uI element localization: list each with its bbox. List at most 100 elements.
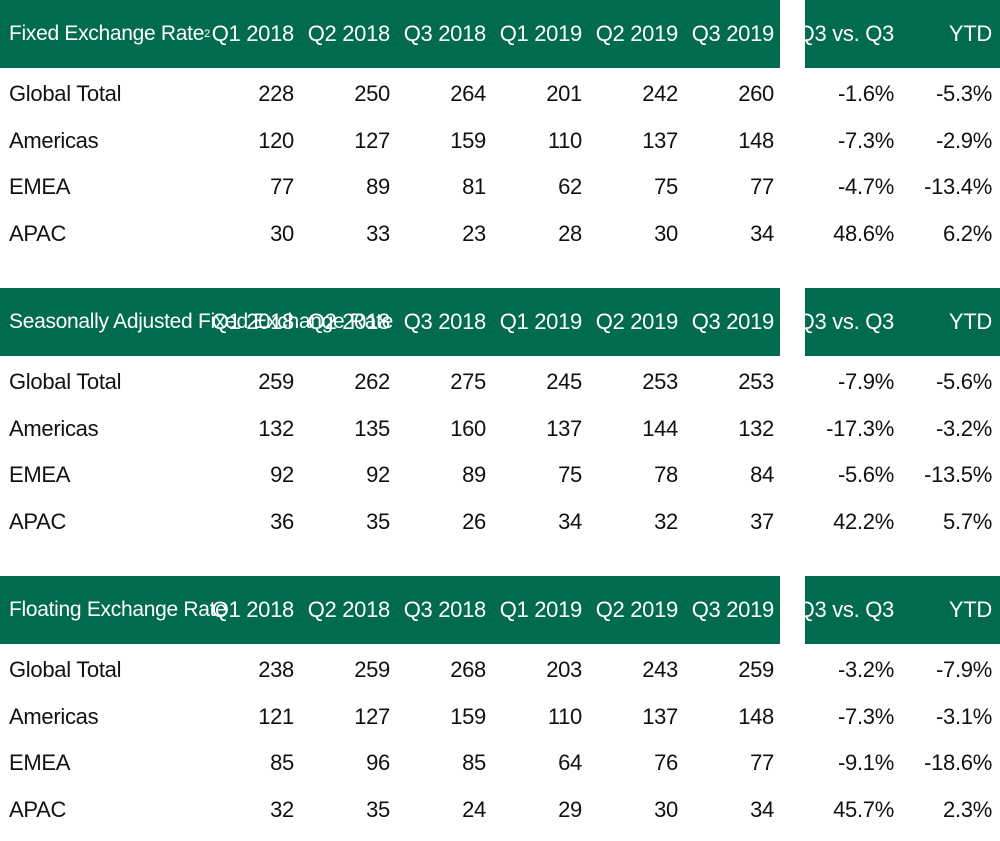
table-header-bar bbox=[0, 288, 780, 356]
row-label: APAC bbox=[9, 221, 67, 246]
table-cell: 159 bbox=[450, 704, 486, 729]
table-cell: 34 bbox=[750, 797, 774, 822]
table-cell: 250 bbox=[354, 81, 390, 106]
table-cell: 42.2% bbox=[833, 509, 894, 534]
table-section: Floating Exchange Rate Q1 2018 Q2 2018 Q3 2… bbox=[0, 576, 1000, 841]
table-cell: 159 bbox=[450, 128, 486, 153]
column-header: Q3 vs. Q3 bbox=[797, 597, 895, 622]
table-cell: -5.6% bbox=[838, 462, 894, 487]
table-cell: -3.1% bbox=[936, 704, 992, 729]
row-label: Americas bbox=[9, 704, 99, 729]
table-cell: -7.9% bbox=[838, 369, 894, 394]
table-section: Fixed Exchange Rate 2 Q1 2018 Q2 2018 Q3 201… bbox=[0, 0, 1000, 265]
table-cell: 45.7% bbox=[833, 797, 894, 822]
table-cell: 30 bbox=[654, 797, 678, 822]
column-header: Q3 2019 bbox=[691, 309, 775, 334]
column-header: Q3 vs. Q3 bbox=[797, 21, 895, 46]
table-cell: -7.3% bbox=[838, 704, 894, 729]
table-header-bar bbox=[0, 0, 780, 68]
table-cell: 264 bbox=[450, 81, 486, 106]
table-cell: 2.3% bbox=[943, 797, 992, 822]
table-header-bar bbox=[0, 576, 780, 644]
column-header: Q3 vs. Q3 bbox=[797, 309, 895, 334]
table-cell: -1.6% bbox=[838, 81, 894, 106]
table-cell: 89 bbox=[366, 174, 390, 199]
table-cell: 33 bbox=[366, 221, 390, 246]
table-row: Americas 132 135 160 137 144 132 -17.3% -3.2% bbox=[0, 405, 1000, 452]
table-cell: 35 bbox=[366, 509, 390, 534]
table-cell: 48.6% bbox=[833, 221, 894, 246]
table-cell: 132 bbox=[738, 416, 774, 441]
table-cell: -7.9% bbox=[936, 657, 992, 682]
table-title-text: Fixed Exchange Rate bbox=[9, 22, 205, 45]
table-cell: 34 bbox=[750, 221, 774, 246]
column-header: Q1 2019 bbox=[499, 597, 583, 622]
table-cell: 24 bbox=[462, 797, 486, 822]
table-row: Americas 120 127 159 110 137 148 -7.3% -2.9% bbox=[0, 117, 1000, 164]
table-title: Floating Exchange Rate bbox=[9, 576, 227, 644]
table-title: Fixed Exchange Rate 2 bbox=[9, 0, 210, 68]
row-label: Global Total bbox=[9, 657, 122, 682]
table-cell: 26 bbox=[462, 509, 486, 534]
row-label: Global Total bbox=[9, 369, 122, 394]
table-cell: 135 bbox=[354, 416, 390, 441]
table-cell: 238 bbox=[258, 657, 294, 682]
table-cell: 268 bbox=[450, 657, 486, 682]
table-row: APAC 30 33 23 28 30 34 48.6% 6.2% bbox=[0, 210, 1000, 257]
table-cell: 148 bbox=[738, 128, 774, 153]
table-row: Global Total 228 250 264 201 242 260 -1.6% -5.3% bbox=[0, 70, 1000, 117]
table-row: EMEA 85 96 85 64 76 77 -9.1% -18.6% bbox=[0, 739, 1000, 786]
footnote-marker: 2 bbox=[204, 28, 210, 40]
column-header: Q2 2019 bbox=[595, 21, 679, 46]
table-cell: -5.6% bbox=[936, 369, 992, 394]
column-header: Q2 2018 bbox=[307, 21, 391, 46]
table-cell: 259 bbox=[738, 657, 774, 682]
table-cell: 253 bbox=[738, 369, 774, 394]
table-cell: 260 bbox=[738, 81, 774, 106]
table-cell: 144 bbox=[642, 416, 678, 441]
table-cell: 30 bbox=[654, 221, 678, 246]
table-cell: 137 bbox=[642, 704, 678, 729]
table-header-bar-comparison bbox=[805, 576, 1000, 644]
table-cell: 243 bbox=[642, 657, 678, 682]
column-header: Q3 2019 bbox=[691, 21, 775, 46]
table-cell: -4.7% bbox=[838, 174, 894, 199]
table-cell: -2.9% bbox=[936, 128, 992, 153]
row-label: EMEA bbox=[9, 174, 71, 199]
column-header: Q2 2019 bbox=[595, 597, 679, 622]
column-header: YTD bbox=[948, 21, 992, 46]
table-cell: 121 bbox=[258, 704, 294, 729]
table-cell: 242 bbox=[642, 81, 678, 106]
table-row: EMEA 77 89 81 62 75 77 -4.7% -13.4% bbox=[0, 163, 1000, 210]
table-cell: -7.3% bbox=[838, 128, 894, 153]
table-row: Global Total 238 259 268 203 243 259 -3.2% -7.9% bbox=[0, 646, 1000, 693]
table-cell: 259 bbox=[354, 657, 390, 682]
table-cell: 62 bbox=[558, 174, 582, 199]
row-label: APAC bbox=[9, 797, 67, 822]
table-cell: 35 bbox=[366, 797, 390, 822]
table-cell: 75 bbox=[558, 462, 582, 487]
column-header: Q2 2019 bbox=[595, 309, 679, 334]
table-cell: -5.3% bbox=[936, 81, 992, 106]
table-cell: -18.6% bbox=[924, 750, 992, 775]
table-cell: 160 bbox=[450, 416, 486, 441]
table-cell: 96 bbox=[366, 750, 390, 775]
table-cell: 275 bbox=[450, 369, 486, 394]
table-cell: 245 bbox=[546, 369, 582, 394]
table-cell: 37 bbox=[750, 509, 774, 534]
table-cell: -3.2% bbox=[838, 657, 894, 682]
table-cell: 132 bbox=[258, 416, 294, 441]
table-cell: -13.4% bbox=[924, 174, 992, 199]
table-row: APAC 36 35 26 34 32 37 42.2% 5.7% bbox=[0, 498, 1000, 545]
row-label: EMEA bbox=[9, 462, 71, 487]
table-cell: 203 bbox=[546, 657, 582, 682]
table-cell: 148 bbox=[738, 704, 774, 729]
column-header: Q3 2018 bbox=[403, 21, 487, 46]
row-label: APAC bbox=[9, 509, 67, 534]
table-cell: 5.7% bbox=[943, 509, 992, 534]
column-header: Q1 2018 bbox=[211, 309, 295, 334]
table-section: Seasonally Adjusted Fixed Exchange Rate Q… bbox=[0, 288, 1000, 553]
row-label: Americas bbox=[9, 128, 99, 153]
table-cell: -17.3% bbox=[826, 416, 894, 441]
table-cell: 262 bbox=[354, 369, 390, 394]
